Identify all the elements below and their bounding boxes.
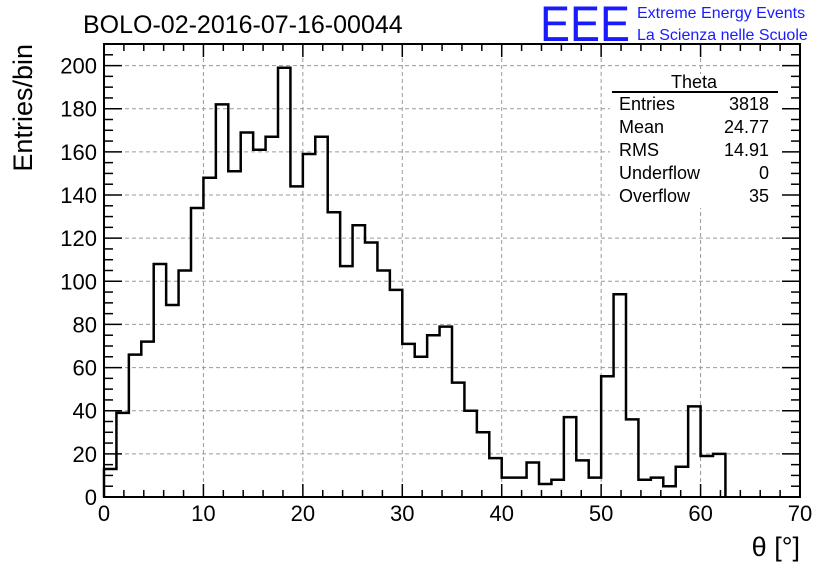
logo-mark: EEE: [540, 0, 630, 52]
y-axis-ticks: [104, 43, 800, 498]
histogram-series: [102, 66, 727, 497]
x-axis-label: θ [°]: [752, 532, 800, 562]
stats-row-label: Underflow: [619, 163, 701, 183]
stats-box-background: [610, 74, 780, 208]
y-tick-label: 40: [73, 399, 97, 424]
y-tick-label: 120: [60, 226, 97, 251]
x-tick-label: 10: [191, 501, 215, 526]
stats-row-label: Overflow: [619, 186, 691, 206]
x-axis-ticks: [103, 44, 801, 497]
logo-line-1: Extreme Energy Events: [637, 5, 805, 22]
chart-title: BOLO-02-2016-07-16-00044: [83, 11, 403, 39]
stats-row-value: 3818: [729, 94, 769, 114]
x-tick-label: 0: [98, 501, 110, 526]
y-tick-label: 140: [60, 183, 97, 208]
stats-row-label: Entries: [619, 94, 675, 114]
y-tick-label: 60: [73, 356, 97, 381]
x-tick-label: 60: [688, 501, 712, 526]
stats-row-label: Mean: [619, 117, 664, 137]
stats-row-label: RMS: [619, 140, 659, 160]
y-axis-label: Entries/bin: [8, 44, 38, 172]
y-tick-label: 200: [60, 54, 97, 79]
logo: EEE Extreme Energy Events La Scienza nel…: [540, 0, 808, 52]
y-tick-label: 180: [60, 97, 97, 122]
x-tick-labels: 0 10 20 30 40 50 60 70: [98, 501, 812, 526]
stats-row-value: 0: [759, 163, 769, 183]
grid-lines: [104, 44, 800, 497]
x-tick-label: 50: [589, 501, 613, 526]
stats-row-value: 35: [749, 186, 769, 206]
stats-box-title: Theta: [671, 72, 718, 92]
y-tick-labels: 0 20 40 60 80 100 120 140 160 180 200: [60, 54, 97, 510]
logo-line-2: La Scienza nelle Scuole: [637, 27, 808, 44]
y-tick-label: 20: [73, 442, 97, 467]
stats-row-value: 24.77: [724, 117, 769, 137]
stats-row-value: 14.91: [724, 140, 769, 160]
x-tick-label: 30: [390, 501, 414, 526]
stats-box-rows: Entries 3818 Mean 24.77 RMS 14.91 Underflow 0 Ov…: [619, 94, 769, 206]
x-tick-label: 70: [788, 501, 812, 526]
y-tick-label: 80: [73, 312, 97, 337]
x-tick-label: 40: [489, 501, 513, 526]
y-tick-label: 100: [60, 269, 97, 294]
y-tick-label: 160: [60, 140, 97, 165]
stats-box: Theta Entries 3818 Mean 24.77 RMS 14.91 Underf…: [610, 72, 780, 208]
x-tick-label: 20: [291, 501, 315, 526]
y-tick-label: 0: [85, 485, 97, 510]
